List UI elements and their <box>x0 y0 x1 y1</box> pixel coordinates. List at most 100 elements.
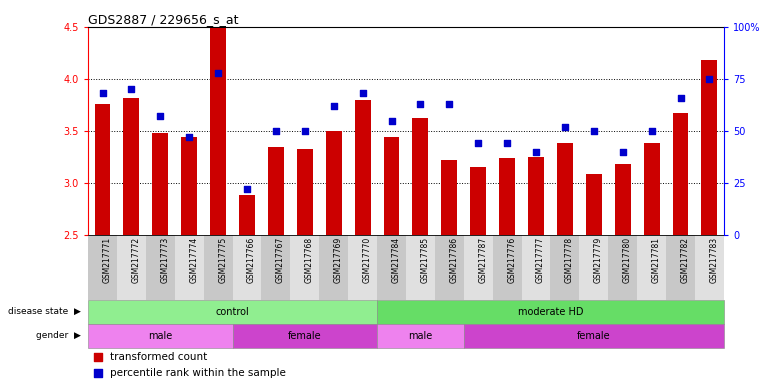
Bar <box>268 147 284 235</box>
Bar <box>463 324 724 348</box>
Text: GSM217786: GSM217786 <box>450 237 458 283</box>
Point <box>558 124 571 130</box>
Bar <box>557 143 573 235</box>
Point <box>646 128 658 134</box>
Bar <box>637 235 666 300</box>
Bar <box>117 235 146 300</box>
Bar <box>499 158 515 235</box>
Bar <box>551 235 579 300</box>
Bar <box>319 235 349 300</box>
Point <box>385 118 398 124</box>
Text: GSM217771: GSM217771 <box>103 237 112 283</box>
Bar <box>152 133 169 235</box>
Bar <box>493 235 522 300</box>
Bar <box>377 324 463 348</box>
Text: male: male <box>408 331 433 341</box>
Bar <box>123 98 139 235</box>
Text: GSM217766: GSM217766 <box>247 237 256 283</box>
Text: GSM217770: GSM217770 <box>362 237 372 283</box>
Bar <box>204 235 233 300</box>
Point <box>356 90 368 96</box>
Text: male: male <box>148 331 172 341</box>
Bar <box>615 164 630 235</box>
Text: GDS2887 / 229656_s_at: GDS2887 / 229656_s_at <box>88 13 238 26</box>
Point <box>414 101 427 107</box>
Point <box>617 149 629 155</box>
Point <box>183 134 195 140</box>
Bar <box>441 160 457 235</box>
Text: GSM217780: GSM217780 <box>623 237 632 283</box>
Bar <box>377 300 724 324</box>
Text: GSM217785: GSM217785 <box>421 237 430 283</box>
Text: GSM217769: GSM217769 <box>334 237 342 283</box>
Bar <box>435 235 463 300</box>
Point <box>126 86 138 93</box>
Point <box>588 128 600 134</box>
Bar <box>239 195 255 235</box>
Bar <box>406 235 435 300</box>
Bar <box>643 143 660 235</box>
Point <box>472 140 484 146</box>
Text: female: female <box>577 331 611 341</box>
Text: GSM217768: GSM217768 <box>305 237 314 283</box>
Bar <box>702 60 718 235</box>
Text: GSM217782: GSM217782 <box>680 237 689 283</box>
Bar <box>88 235 117 300</box>
Bar <box>146 235 175 300</box>
Point <box>270 128 282 134</box>
Point <box>299 128 311 134</box>
Point <box>674 94 686 101</box>
Bar <box>412 118 428 235</box>
Text: GSM217767: GSM217767 <box>276 237 285 283</box>
Bar <box>695 235 724 300</box>
Bar <box>233 324 377 348</box>
Bar <box>210 28 226 235</box>
Text: GSM217772: GSM217772 <box>132 237 140 283</box>
Text: female: female <box>288 331 322 341</box>
Point <box>328 103 340 109</box>
Point <box>241 186 254 192</box>
Bar <box>470 167 486 235</box>
Bar <box>182 137 197 235</box>
Text: gender  ▶: gender ▶ <box>35 331 80 340</box>
Text: GSM217784: GSM217784 <box>391 237 401 283</box>
Bar <box>522 235 551 300</box>
Bar <box>586 174 602 235</box>
Point <box>501 140 513 146</box>
Point <box>97 90 109 96</box>
Bar <box>233 235 261 300</box>
Point <box>703 76 715 82</box>
Text: GSM217778: GSM217778 <box>565 237 574 283</box>
Text: GSM217781: GSM217781 <box>652 237 660 283</box>
Bar <box>673 113 689 235</box>
Bar <box>326 131 342 235</box>
Bar <box>290 235 319 300</box>
Text: GSM217777: GSM217777 <box>536 237 545 283</box>
Text: GSM217773: GSM217773 <box>160 237 169 283</box>
Bar <box>297 149 313 235</box>
Text: GSM217783: GSM217783 <box>709 237 719 283</box>
Point <box>486 148 499 154</box>
Bar <box>88 300 377 324</box>
Point <box>486 296 499 302</box>
Text: control: control <box>216 307 250 317</box>
Bar <box>261 235 290 300</box>
Point <box>530 149 542 155</box>
Bar <box>528 157 544 235</box>
Bar <box>94 104 110 235</box>
Text: moderate HD: moderate HD <box>518 307 583 317</box>
Bar <box>463 235 493 300</box>
Bar <box>377 235 406 300</box>
Bar <box>175 235 204 300</box>
Text: GSM217776: GSM217776 <box>507 237 516 283</box>
Text: percentile rank within the sample: percentile rank within the sample <box>110 368 286 378</box>
Text: GSM217774: GSM217774 <box>189 237 198 283</box>
Text: disease state  ▶: disease state ▶ <box>8 307 80 316</box>
Bar <box>88 324 233 348</box>
Bar <box>349 235 377 300</box>
Point <box>154 113 166 119</box>
Bar <box>384 137 400 235</box>
Point <box>444 101 456 107</box>
Point <box>212 70 224 76</box>
Bar <box>608 235 637 300</box>
